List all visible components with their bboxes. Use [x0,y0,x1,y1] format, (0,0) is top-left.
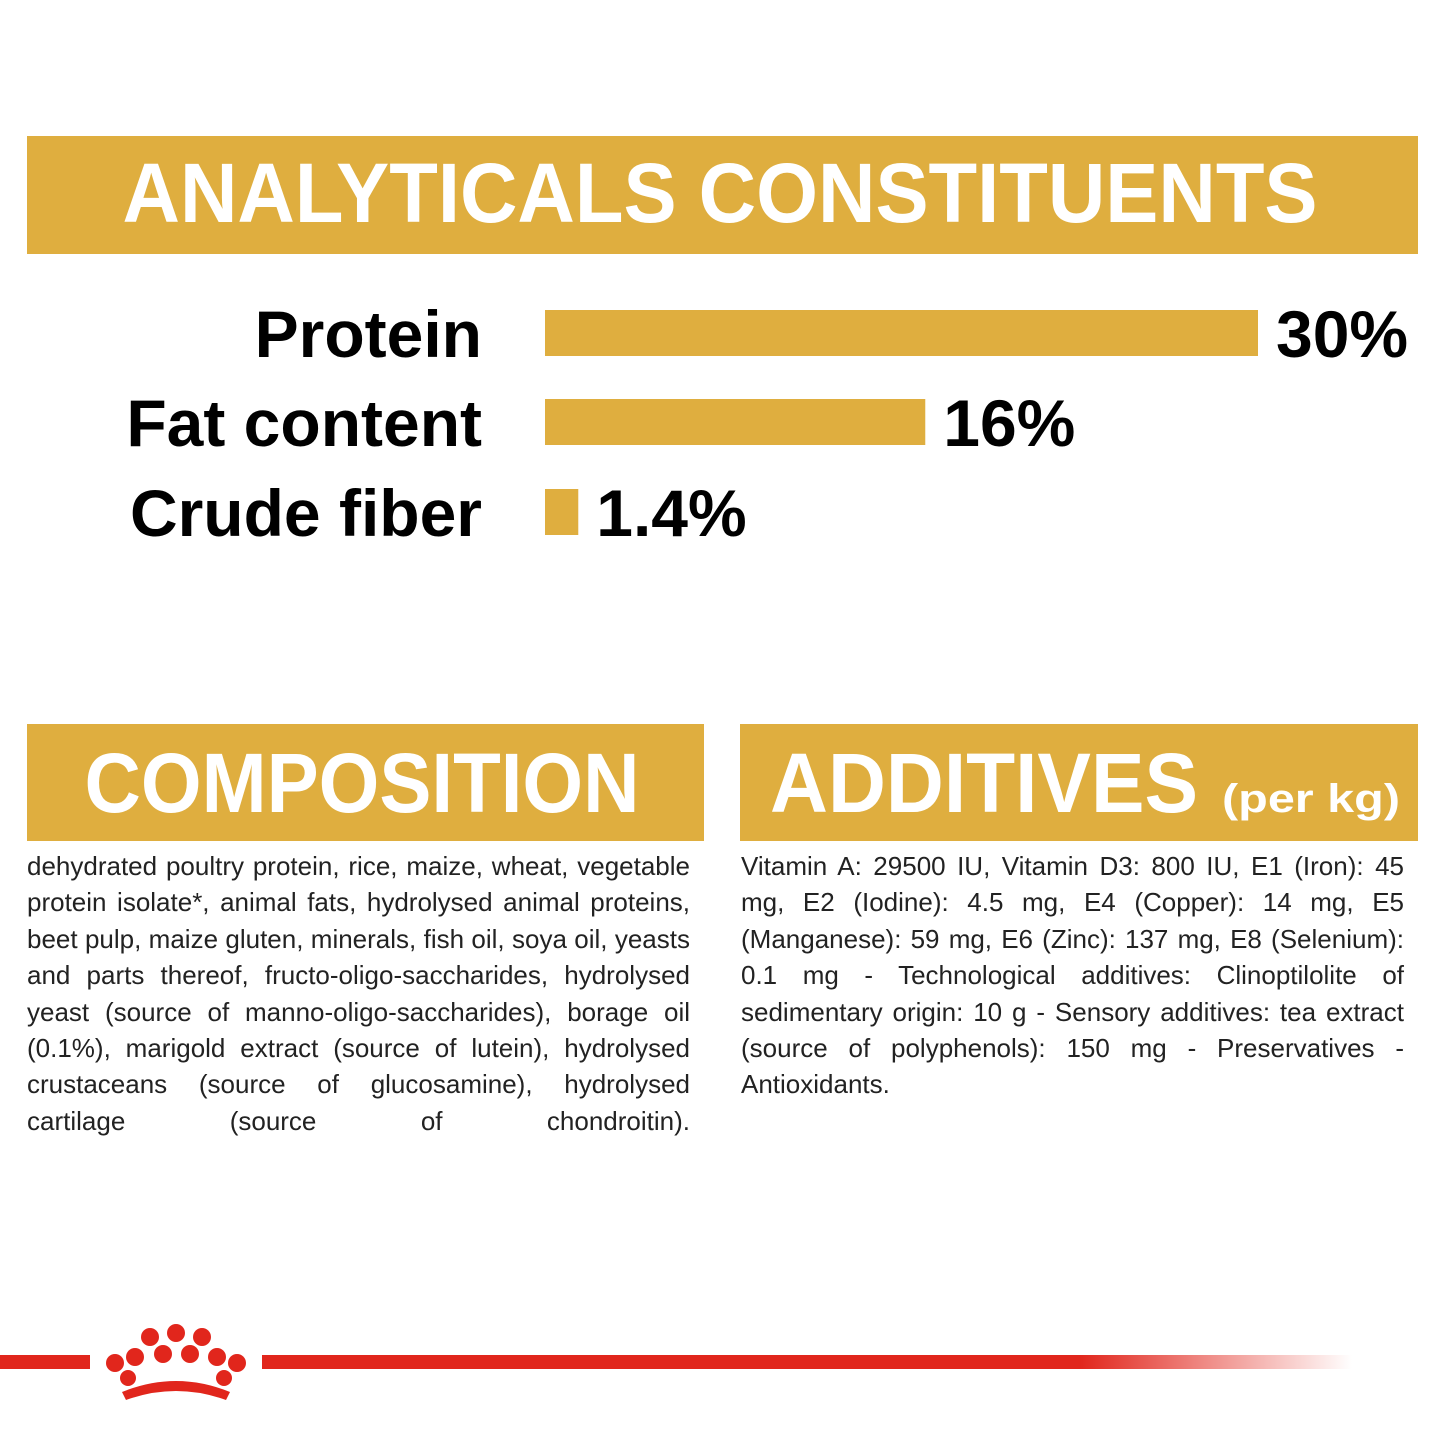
value-label: 30% [1276,297,1408,371]
bar [545,489,579,535]
value-label: 1.4% [596,476,746,550]
composition-text: dehydrated poultry protein, rice, maize,… [27,851,690,1136]
bar [545,310,1258,356]
footer-line [262,1355,1352,1369]
crown-logo [106,1324,246,1400]
composition-band [27,724,704,841]
value-label: 16% [943,386,1075,460]
category-label: Crude fiber [130,476,482,550]
composition-title: COMPOSITION [85,736,640,830]
additives-subtitle: (per kg) [1222,777,1400,821]
additives-title: ADDITIVES [770,736,1198,830]
title-band [27,136,1418,254]
category-label: Protein [255,297,482,371]
bar [545,399,926,445]
category-label: Fat content [126,386,482,460]
chart-title: ANALYTICALS CONSTITUENTS [123,146,1318,240]
footer-line [0,1355,90,1369]
additives-band [740,724,1418,841]
footer [0,1324,1352,1400]
additives-text: Vitamin A: 29500 IU, Vitamin D3: 800 IU,… [741,851,1404,1100]
